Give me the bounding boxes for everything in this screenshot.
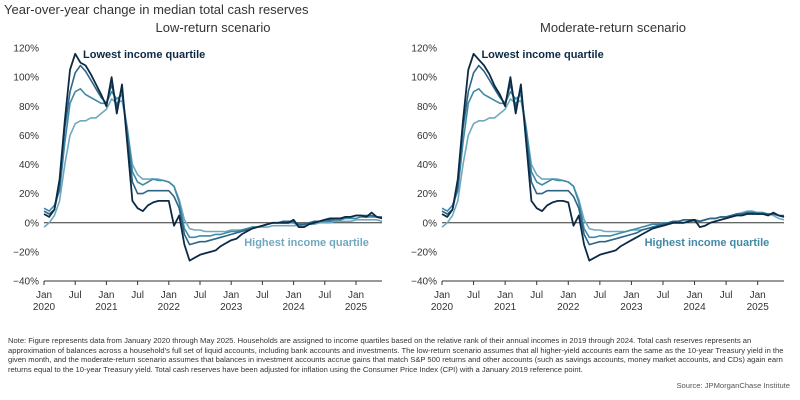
y-tick-label: 0% bbox=[25, 218, 40, 229]
x-tick-year-label: 2022 bbox=[557, 302, 580, 313]
x-tick-year-label: 2024 bbox=[683, 302, 706, 313]
y-tick-label: 120% bbox=[13, 44, 39, 55]
x-tick-label: Jul bbox=[720, 290, 733, 301]
series-line-q4 bbox=[43, 98, 383, 233]
x-tick-label: Jan bbox=[497, 290, 513, 301]
y-tick-label: −20% bbox=[13, 247, 39, 258]
x-tick-year-label: 2020 bbox=[33, 302, 56, 313]
x-tick-year-label: 2025 bbox=[345, 302, 368, 313]
x-tick-label: Jan bbox=[348, 290, 364, 301]
y-tick-label: 80% bbox=[417, 102, 437, 113]
x-tick-year-label: 2022 bbox=[158, 302, 181, 313]
series-annotation: Highest income quartile bbox=[244, 237, 369, 249]
y-tick-label: 40% bbox=[417, 160, 437, 171]
x-tick-label: Jan bbox=[223, 290, 239, 301]
source-text: Source: JPMorganChase Institute bbox=[676, 381, 790, 390]
series-line-q3 bbox=[43, 88, 383, 239]
series-line-q2 bbox=[441, 64, 784, 246]
x-tick-year-label: 2021 bbox=[494, 302, 517, 313]
x-tick-label: Jul bbox=[131, 290, 144, 301]
chart-note: Note: Figure represents data from Januar… bbox=[8, 336, 784, 374]
x-tick-label: Jul bbox=[467, 290, 480, 301]
y-tick-label: 120% bbox=[411, 44, 437, 55]
series-annotation: Lowest income quartile bbox=[481, 49, 603, 61]
x-tick-label: Jul bbox=[318, 290, 331, 301]
x-tick-label: Jul bbox=[256, 290, 269, 301]
x-tick-label: Jul bbox=[194, 290, 207, 301]
x-tick-label: Jan bbox=[686, 290, 702, 301]
x-tick-label: Jan bbox=[560, 290, 576, 301]
x-tick-label: Jan bbox=[36, 290, 52, 301]
x-tick-label: Jan bbox=[623, 290, 639, 301]
x-tick-year-label: 2025 bbox=[747, 302, 770, 313]
y-tick-label: −20% bbox=[411, 247, 437, 258]
moderate-return-panel: Moderate-return scenario −40% −20% 0% 20% 40%… bbox=[411, 20, 785, 313]
x-tick-label: Jan bbox=[286, 290, 302, 301]
panel-title: Moderate-return scenario bbox=[540, 20, 686, 35]
x-tick-year-label: 2020 bbox=[431, 302, 454, 313]
y-tick-label: 0% bbox=[423, 218, 438, 229]
y-tick-label: 60% bbox=[19, 131, 39, 142]
series-line-q1 bbox=[43, 52, 383, 262]
y-tick-label: 100% bbox=[13, 73, 39, 84]
x-tick-label: Jul bbox=[657, 290, 670, 301]
x-tick-label: Jan bbox=[750, 290, 766, 301]
y-tick-label: 20% bbox=[417, 189, 437, 200]
x-tick-year-label: 2021 bbox=[95, 302, 118, 313]
x-tick-label: Jan bbox=[161, 290, 177, 301]
figure-title: Year-over-year change in median total ca… bbox=[4, 2, 309, 17]
y-tick-label: 40% bbox=[19, 160, 39, 171]
series-annotation: Highest income quartile bbox=[645, 237, 770, 249]
y-tick-label: 100% bbox=[411, 73, 437, 84]
panel-title: Low-return scenario bbox=[156, 20, 271, 35]
x-tick-year-label: 2023 bbox=[620, 302, 643, 313]
x-tick-label: Jan bbox=[434, 290, 450, 301]
y-tick-label: 60% bbox=[417, 131, 437, 142]
y-tick-label: 80% bbox=[19, 102, 39, 113]
charts-canvas: Low-return scenario −40% −20% 0% 20% 40% 60% 80… bbox=[13, 20, 785, 313]
low-return-panel: Low-return scenario −40% −20% 0% 20% 40% 60% 80… bbox=[13, 20, 383, 313]
series-line-q1 bbox=[441, 52, 785, 262]
series-annotation: Lowest income quartile bbox=[83, 49, 205, 61]
y-tick-label: 20% bbox=[19, 189, 39, 200]
y-tick-label: −40% bbox=[13, 277, 39, 288]
x-tick-label: Jan bbox=[98, 290, 114, 301]
series-line-q4 bbox=[441, 98, 785, 233]
y-tick-label: −40% bbox=[411, 277, 437, 288]
x-tick-label: Jul bbox=[593, 290, 606, 301]
x-tick-year-label: 2024 bbox=[282, 302, 305, 313]
x-tick-label: Jul bbox=[69, 290, 82, 301]
x-tick-year-label: 2023 bbox=[220, 302, 243, 313]
x-tick-label: Jul bbox=[530, 290, 543, 301]
